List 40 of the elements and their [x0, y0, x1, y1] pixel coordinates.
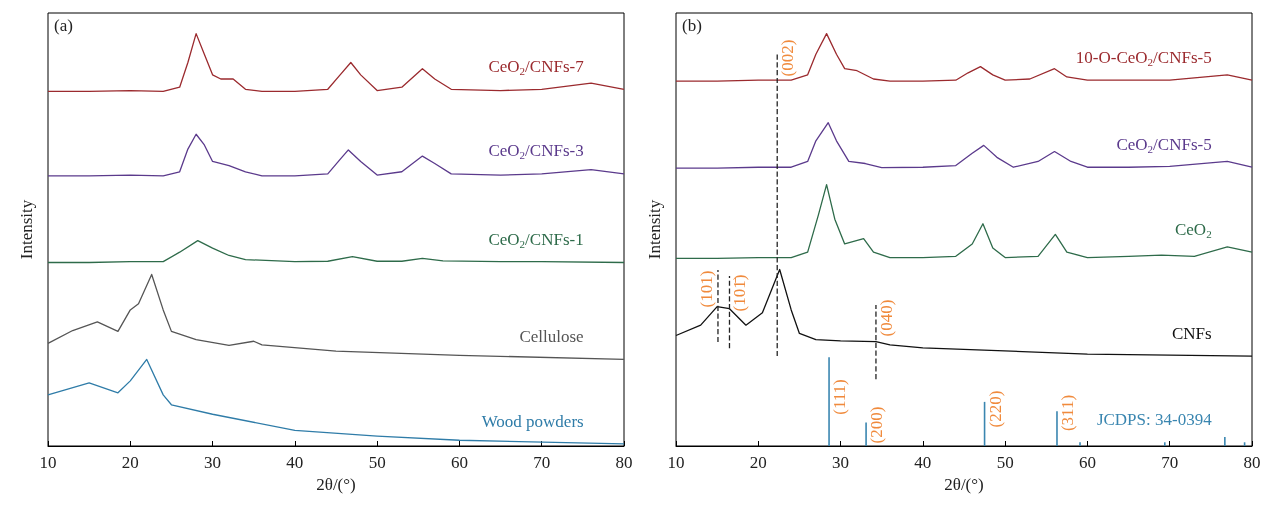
- x-tick-label: 20: [749, 453, 767, 472]
- x-axis-title: 2θ/(°): [944, 475, 984, 494]
- annotation: (b): [682, 16, 702, 35]
- x-tick-label: 80: [1243, 453, 1261, 472]
- series-label: CeO$_{2}$/CNFs-1: [488, 230, 584, 251]
- annotation: (101): [696, 270, 717, 308]
- annotation: (111): [830, 378, 851, 415]
- x-tick-label: 50: [996, 453, 1014, 472]
- annotation: (311): [1057, 394, 1078, 432]
- series-label: CNFs: [1171, 323, 1212, 344]
- x-tick-label: 80: [615, 453, 633, 472]
- x-tick-label: 70: [533, 453, 551, 472]
- x-tick-label: 10: [39, 453, 57, 472]
- series-label: CeO$_{2}$/CNFs-3: [488, 141, 584, 162]
- series-label: CeO$_{2}$/CNFs-5: [1116, 134, 1212, 156]
- x-tick-label: 30: [204, 453, 222, 472]
- x-tick-label: 70: [1161, 453, 1179, 472]
- x-tick-label: 10: [667, 453, 685, 472]
- x-tick-label: 60: [450, 453, 468, 472]
- x-tick-label: 20: [121, 453, 139, 472]
- x-tick-label: 40: [286, 453, 304, 472]
- annotation: (101̄): [730, 274, 751, 312]
- annotation: (040): [876, 299, 897, 337]
- x-axis-title: 2θ/(°): [316, 475, 356, 494]
- series-label: Cellulose: [519, 327, 584, 348]
- y-axis-title: Intensity: [644, 199, 664, 260]
- series-label: JCDPS: 34-0394: [1096, 409, 1212, 430]
- annotation: (a): [54, 16, 73, 35]
- y-axis-title: Intensity: [16, 199, 36, 260]
- annotation: (002): [778, 39, 799, 77]
- x-tick-label: 60: [1078, 453, 1096, 472]
- x-tick-label: 30: [832, 453, 850, 472]
- series-label: 10-O-CeO$_{2}$/CNFs-5: [1075, 47, 1212, 69]
- series-label: CeO$_{2}$/CNFs-7: [488, 56, 584, 78]
- annotation: (220): [985, 390, 1006, 428]
- series-label: CeO$_{2}$: [1174, 219, 1212, 241]
- series-label: Wood powders: [481, 411, 584, 432]
- annotation: (200): [867, 406, 888, 444]
- x-tick-label: 50: [368, 453, 386, 472]
- x-tick-label: 40: [914, 453, 932, 472]
